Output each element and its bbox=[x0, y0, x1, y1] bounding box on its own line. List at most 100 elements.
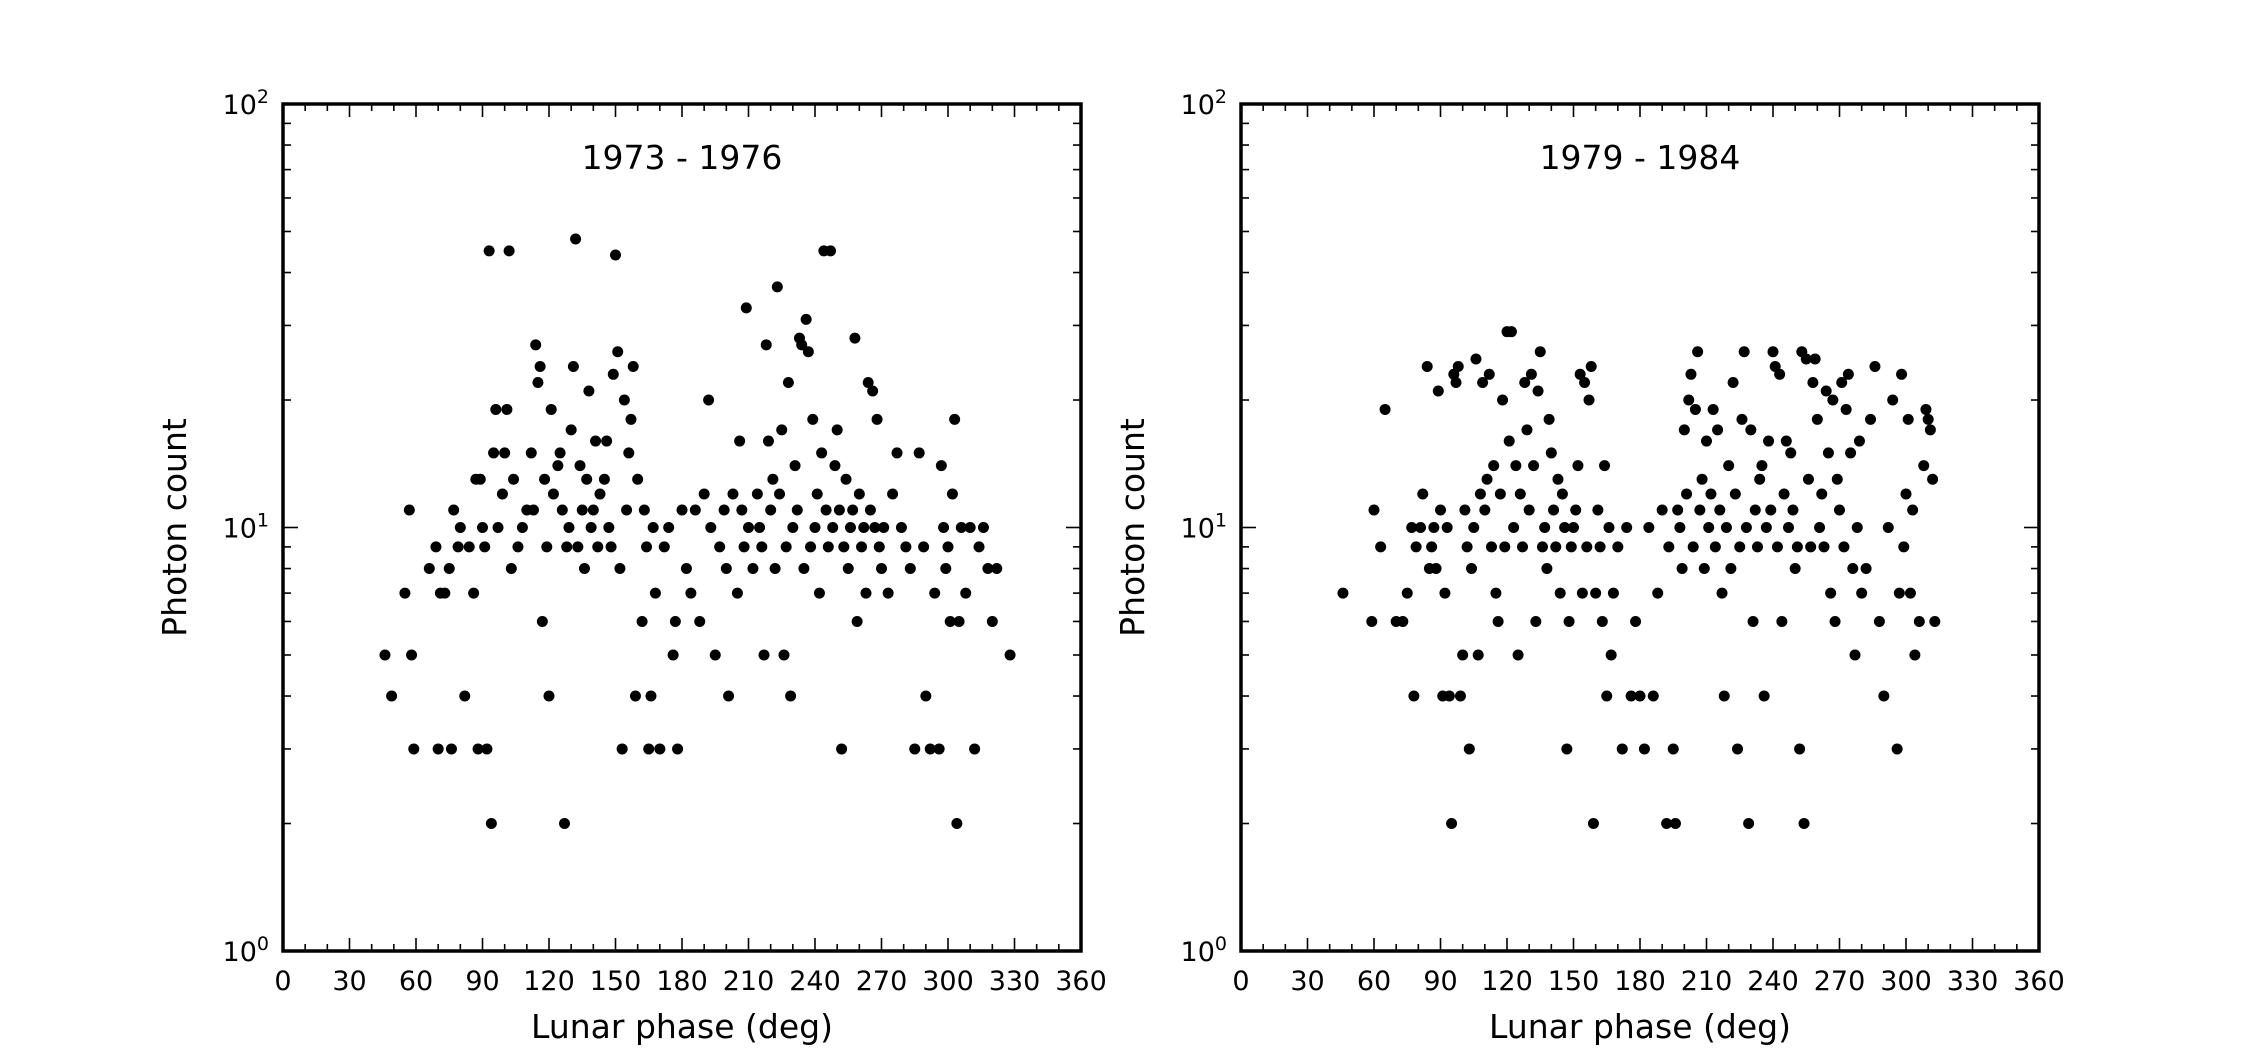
data-point bbox=[1512, 649, 1524, 661]
data-point bbox=[1922, 413, 1934, 425]
data-point bbox=[1523, 504, 1535, 516]
data-point bbox=[647, 522, 659, 533]
data-point bbox=[1408, 690, 1420, 702]
data-point bbox=[864, 504, 876, 516]
data-point bbox=[1725, 563, 1737, 575]
data-point bbox=[654, 743, 666, 755]
data-point bbox=[1581, 541, 1593, 553]
data-point bbox=[940, 563, 952, 575]
x-tick-label: 270 bbox=[1814, 966, 1866, 997]
data-point bbox=[1732, 743, 1744, 755]
data-point bbox=[1663, 541, 1675, 553]
data-point bbox=[1685, 368, 1697, 380]
data-point bbox=[445, 743, 457, 755]
data-point bbox=[1452, 360, 1464, 372]
data-point bbox=[705, 522, 717, 533]
data-point bbox=[1836, 376, 1848, 388]
data-point bbox=[1718, 690, 1730, 702]
data-point bbox=[406, 649, 418, 661]
data-point bbox=[379, 649, 391, 661]
data-point bbox=[1585, 360, 1597, 372]
data-point bbox=[541, 541, 553, 553]
data-point bbox=[913, 447, 925, 459]
data-point bbox=[833, 504, 845, 516]
data-point bbox=[672, 743, 684, 755]
data-point bbox=[891, 447, 903, 459]
data-point bbox=[1638, 743, 1650, 755]
data-point bbox=[1568, 522, 1579, 533]
data-point bbox=[1827, 394, 1839, 406]
x-tick-label: 300 bbox=[1880, 966, 1932, 997]
data-point bbox=[1720, 522, 1732, 533]
data-point bbox=[618, 394, 630, 406]
data-point bbox=[802, 346, 814, 358]
data-point bbox=[878, 522, 890, 533]
data-point bbox=[1539, 522, 1551, 533]
data-point bbox=[1698, 563, 1710, 575]
data-point bbox=[1851, 522, 1863, 533]
data-point bbox=[439, 587, 451, 599]
data-point bbox=[1601, 690, 1613, 702]
data-point bbox=[1461, 541, 1473, 553]
data-point bbox=[1488, 460, 1500, 472]
data-point bbox=[718, 504, 730, 516]
data-point bbox=[1594, 541, 1606, 553]
data-point bbox=[1712, 424, 1724, 436]
data-point bbox=[929, 587, 941, 599]
data-point bbox=[1477, 376, 1489, 388]
data-point bbox=[1607, 587, 1619, 599]
data-point bbox=[512, 541, 524, 553]
x-tick-label: 330 bbox=[989, 966, 1041, 997]
data-point bbox=[1481, 473, 1493, 485]
data-point bbox=[1621, 522, 1633, 533]
data-point bbox=[1565, 541, 1577, 553]
data-point bbox=[1798, 818, 1810, 830]
data-point bbox=[1528, 460, 1540, 472]
x-tick-label: 150 bbox=[1548, 966, 1600, 997]
data-point bbox=[1856, 587, 1868, 599]
data-point bbox=[570, 233, 582, 245]
data-point bbox=[778, 649, 790, 661]
data-point bbox=[1882, 522, 1894, 533]
data-point bbox=[1530, 615, 1542, 627]
data-point bbox=[1543, 413, 1555, 425]
data-point bbox=[539, 473, 551, 485]
x-tick-label: 60 bbox=[399, 966, 433, 997]
data-point bbox=[1751, 541, 1763, 553]
data-point bbox=[1472, 649, 1484, 661]
data-point bbox=[853, 488, 865, 500]
data-point bbox=[1583, 394, 1595, 406]
data-point bbox=[423, 563, 435, 575]
data-point bbox=[847, 504, 859, 516]
x-tick-label: 120 bbox=[1481, 966, 1533, 997]
data-point bbox=[1927, 473, 1939, 485]
data-point bbox=[501, 403, 513, 415]
data-point bbox=[667, 649, 679, 661]
data-point bbox=[1705, 488, 1717, 500]
data-point bbox=[583, 385, 595, 397]
data-point bbox=[621, 504, 633, 516]
data-point bbox=[1736, 413, 1748, 425]
data-point bbox=[736, 504, 748, 516]
data-point bbox=[751, 488, 763, 500]
data-point bbox=[1457, 649, 1469, 661]
data-point bbox=[1672, 504, 1684, 516]
data-point bbox=[982, 563, 994, 575]
data-point bbox=[1842, 368, 1854, 380]
data-point bbox=[1421, 360, 1433, 372]
data-point bbox=[720, 563, 732, 575]
data-point bbox=[1818, 541, 1830, 553]
data-point bbox=[1909, 649, 1921, 661]
data-point bbox=[844, 522, 856, 533]
data-point bbox=[1432, 385, 1444, 397]
data-point bbox=[1443, 690, 1455, 702]
data-point bbox=[1878, 690, 1890, 702]
data-point bbox=[1559, 522, 1571, 533]
data-point bbox=[1468, 522, 1480, 533]
data-point bbox=[663, 522, 675, 533]
data-point bbox=[1758, 690, 1770, 702]
data-point bbox=[1829, 615, 1841, 627]
data-point bbox=[1929, 615, 1941, 627]
data-point bbox=[694, 615, 706, 627]
data-point bbox=[1541, 563, 1553, 575]
